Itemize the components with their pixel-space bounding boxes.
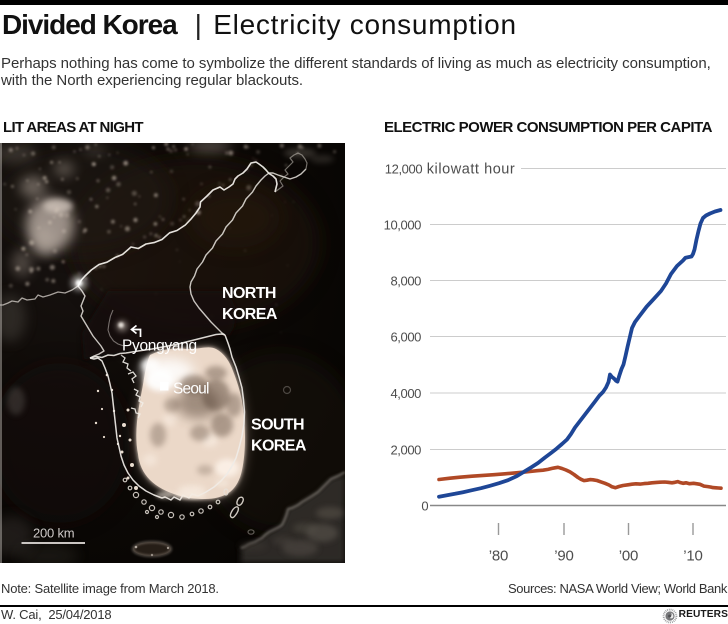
svg-text:SOUTH: SOUTH	[251, 417, 304, 434]
svg-text:’90: ’90	[554, 548, 573, 565]
svg-text:10,000: 10,000	[384, 218, 422, 233]
svg-text:0: 0	[421, 499, 428, 514]
svg-text:’80: ’80	[489, 548, 508, 565]
svg-text:’10: ’10	[683, 548, 702, 565]
svg-text:12,000 kilowatt hour: 12,000 kilowatt hour	[385, 162, 516, 178]
svg-text:6,000: 6,000	[390, 330, 421, 345]
svg-text:’00: ’00	[619, 548, 638, 565]
svg-text:4,000: 4,000	[390, 386, 421, 401]
svg-text:Pyongyang: Pyongyang	[122, 338, 197, 355]
svg-text:8,000: 8,000	[390, 274, 421, 289]
svg-text:NORTH: NORTH	[222, 285, 276, 302]
svg-text:KOREA: KOREA	[251, 438, 307, 455]
svg-text:2,000: 2,000	[390, 443, 421, 458]
svg-text:Seoul: Seoul	[173, 381, 209, 398]
svg-text:KOREA: KOREA	[222, 306, 278, 323]
svg-text:200 km: 200 km	[33, 526, 74, 541]
